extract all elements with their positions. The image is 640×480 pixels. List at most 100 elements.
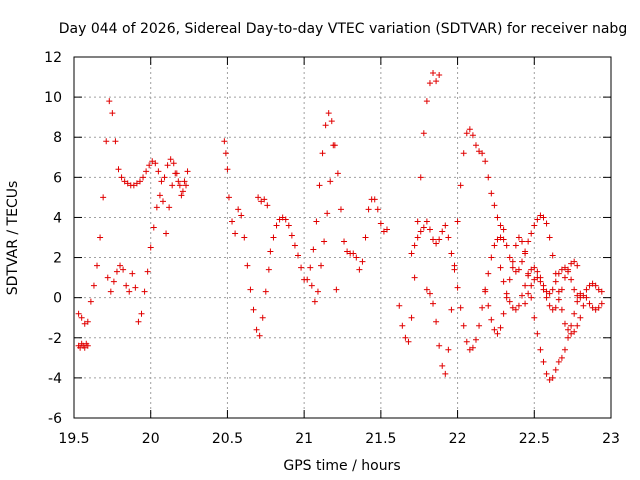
data-point xyxy=(423,286,430,293)
data-point xyxy=(408,314,415,321)
data-point xyxy=(279,214,286,221)
data-point xyxy=(491,326,498,333)
data-point xyxy=(448,250,455,257)
data-point xyxy=(255,194,262,201)
data-point xyxy=(430,236,437,243)
data-point xyxy=(540,286,547,293)
data-point xyxy=(565,326,572,333)
data-point xyxy=(519,238,526,245)
data-point xyxy=(81,344,88,351)
data-point xyxy=(497,264,504,271)
data-point xyxy=(87,298,94,305)
data-point xyxy=(485,302,492,309)
data-point xyxy=(558,354,565,361)
data-point xyxy=(140,174,147,181)
data-point xyxy=(147,244,154,251)
data-point xyxy=(531,276,538,283)
data-point xyxy=(491,242,498,249)
data-point xyxy=(109,110,116,117)
data-point xyxy=(497,222,504,229)
data-point xyxy=(107,288,114,295)
data-point xyxy=(159,198,166,205)
data-point xyxy=(479,304,486,311)
data-point xyxy=(482,288,489,295)
data-point xyxy=(466,346,473,353)
data-point xyxy=(561,274,568,281)
data-point xyxy=(543,294,550,301)
x-tick-label: 22.5 xyxy=(519,431,550,447)
data-point xyxy=(580,292,587,299)
data-point xyxy=(304,276,311,283)
data-point xyxy=(396,302,403,309)
data-point xyxy=(561,320,568,327)
data-point xyxy=(442,370,449,377)
data-point xyxy=(322,122,329,129)
data-point xyxy=(103,138,110,145)
data-point xyxy=(586,282,593,289)
data-point xyxy=(156,192,163,199)
data-point xyxy=(571,286,578,293)
data-point xyxy=(261,196,268,203)
data-point xyxy=(402,334,409,341)
data-point xyxy=(327,178,334,185)
data-point xyxy=(179,188,186,195)
data-point xyxy=(158,178,165,185)
data-points xyxy=(75,70,605,383)
data-point xyxy=(90,282,97,289)
data-point xyxy=(512,242,519,249)
y-tick-label: 10 xyxy=(44,90,62,106)
data-point xyxy=(488,316,495,323)
x-tick-label: 23 xyxy=(602,431,620,447)
x-tick-label: 20 xyxy=(142,431,160,447)
data-point xyxy=(506,254,513,261)
data-point xyxy=(476,322,483,329)
data-point xyxy=(356,266,363,273)
data-point xyxy=(445,234,452,241)
data-point xyxy=(433,318,440,325)
data-point xyxy=(558,266,565,273)
data-point xyxy=(589,304,596,311)
data-point xyxy=(506,298,513,305)
data-point xyxy=(433,78,440,85)
data-point xyxy=(135,318,142,325)
data-point xyxy=(298,264,305,271)
data-point xyxy=(113,268,120,275)
data-point xyxy=(262,288,269,295)
data-point xyxy=(552,304,559,311)
data-point xyxy=(457,304,464,311)
data-point xyxy=(586,300,593,307)
data-point xyxy=(164,162,171,169)
data-point xyxy=(494,236,501,243)
data-point xyxy=(549,286,556,293)
data-point xyxy=(330,142,337,149)
data-point xyxy=(126,288,133,295)
data-point xyxy=(552,278,559,285)
data-point xyxy=(256,332,263,339)
data-point xyxy=(534,268,541,275)
data-point xyxy=(383,226,390,233)
data-point xyxy=(124,180,131,187)
data-point xyxy=(577,314,584,321)
data-point xyxy=(258,198,265,205)
data-point xyxy=(426,290,433,297)
data-point xyxy=(537,212,544,219)
data-point xyxy=(285,222,292,229)
data-point xyxy=(414,218,421,225)
data-point xyxy=(380,228,387,235)
data-point xyxy=(494,214,501,221)
data-point xyxy=(457,182,464,189)
data-point xyxy=(81,320,88,327)
data-point xyxy=(500,226,507,233)
data-point xyxy=(344,248,351,255)
data-point xyxy=(152,160,159,167)
data-point xyxy=(546,290,553,297)
data-point xyxy=(324,210,331,217)
data-point xyxy=(509,304,516,311)
y-tick-label: 4 xyxy=(53,210,62,226)
data-point xyxy=(132,284,139,291)
data-point xyxy=(377,220,384,227)
data-point xyxy=(319,150,326,157)
data-point xyxy=(500,236,507,243)
data-point xyxy=(592,306,599,313)
